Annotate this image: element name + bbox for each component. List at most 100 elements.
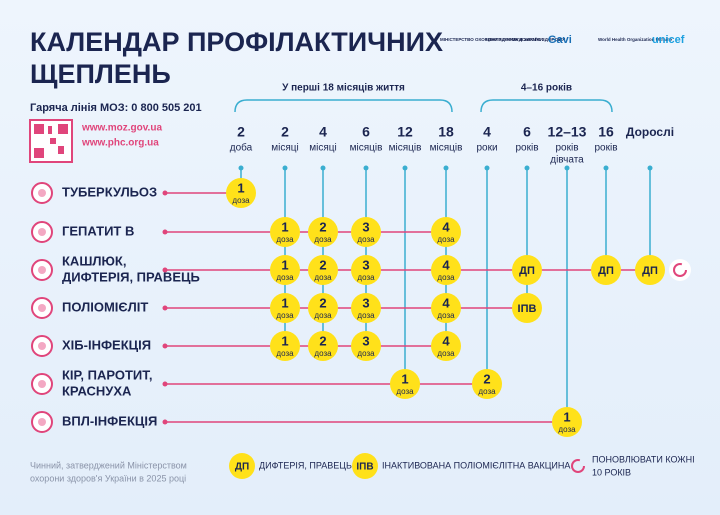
disease-icon-core: [38, 189, 46, 197]
dose-unit: доза: [357, 311, 375, 320]
dose-number: 1: [563, 409, 570, 424]
dose-number: 4: [442, 295, 450, 310]
dose-code: ДП: [642, 265, 658, 277]
dose-number: 3: [362, 219, 369, 234]
column-dot: [320, 165, 326, 171]
column-unit: років: [515, 143, 538, 154]
column-num: 4: [483, 124, 491, 140]
column-unit: місяці: [271, 143, 298, 154]
dose-circle: [512, 255, 542, 285]
column-num: 12: [397, 124, 413, 140]
dose-code: ІПВ: [518, 303, 537, 315]
dose-circle: [351, 255, 381, 285]
disease-name: ТУБЕРКУЛЬОЗ: [62, 184, 157, 199]
dose-circle: [390, 369, 420, 399]
column-dot: [282, 165, 288, 171]
dose-number: 3: [362, 257, 369, 272]
dose-unit: доза: [314, 311, 332, 320]
disease-icon-core: [38, 304, 46, 312]
dose-circle: [635, 255, 665, 285]
dose-number: 3: [362, 333, 369, 348]
legend-circle: [352, 453, 378, 479]
logo-text: МІНІСТЕРСТВО ОХОРОНИ ЗДОРОВ'Я УКРАЇНИ: [440, 36, 543, 42]
dose-circle: [351, 293, 381, 323]
dose-number: 2: [319, 219, 326, 234]
column-dot: [524, 165, 530, 171]
dose-circle: [270, 331, 300, 361]
column-unit: місяців: [389, 143, 422, 154]
dose-unit: доза: [558, 425, 576, 434]
renew-icon: [669, 259, 691, 281]
hotline: Гаряча лінія МОЗ: 0 800 505 201: [30, 102, 202, 114]
dose-number: 2: [319, 333, 326, 348]
dose-number: 1: [281, 257, 288, 272]
dose-unit: доза: [276, 349, 294, 358]
dose-circle: [308, 217, 338, 247]
column-unit: місяців: [350, 143, 383, 154]
column-unit: місяців: [430, 143, 463, 154]
dose-unit: доза: [437, 349, 455, 358]
dose-code: ДП: [598, 265, 614, 277]
dose-circle: [308, 331, 338, 361]
logos: МІНІСТЕРСТВО ОХОРОНИ ЗДОРОВ'Я УКРАЇНИЦЕН…: [440, 34, 685, 46]
dose-circle: [591, 255, 621, 285]
dose-number: 2: [319, 295, 326, 310]
legend-renew: [571, 459, 585, 473]
title: ЩЕПЛЕНЬ: [30, 59, 171, 89]
column-dot: [402, 165, 408, 171]
disease-name: КАШЛЮК,: [62, 253, 126, 268]
dose-number: 1: [281, 333, 288, 348]
legend-text: ДИФТЕРІЯ, ПРАВЕЦЬ: [259, 460, 352, 470]
dose-number: 1: [401, 371, 408, 386]
row-dot: [162, 190, 168, 196]
dose-number: 4: [442, 219, 450, 234]
link[interactable]: www.moz.gov.ua: [81, 123, 162, 134]
column-num: 6: [362, 124, 370, 140]
row-dot: [162, 381, 168, 387]
dose-number: 4: [442, 333, 450, 348]
dose-unit: доза: [357, 235, 375, 244]
column-dot: [603, 165, 609, 171]
legend-text: ІНАКТИВОВАНА ПОЛІОМІЄЛІТНА ВАКЦИНА: [382, 460, 570, 470]
dose-circle: [431, 217, 461, 247]
row-dot: [162, 229, 168, 235]
column-num: 18: [438, 124, 454, 140]
dose-circle: [226, 178, 256, 208]
dose-circle: [472, 369, 502, 399]
dose-circle: [431, 255, 461, 285]
legend-text: ПОНОВЛЮВАТИ КОЖНІ: [592, 454, 695, 464]
disease-icon-core: [38, 380, 46, 388]
disease-name: ХІБ-ІНФЕКЦІЯ: [62, 337, 151, 352]
dose-number: 4: [442, 257, 450, 272]
row-dot: [162, 419, 168, 425]
logo-text: ЦЕНТР ГРОМАДСЬКОГО ЗДОРОВ'Я: [486, 37, 565, 42]
column-num: 2: [237, 124, 245, 140]
column-num: 16: [598, 124, 614, 140]
column-num: 2: [281, 124, 289, 140]
dose-circle: [431, 293, 461, 323]
column-num: Дорослі: [626, 125, 674, 139]
dose-unit: доза: [276, 235, 294, 244]
column-unit: роки: [476, 143, 497, 154]
column-dot: [564, 165, 570, 171]
dose-unit: доза: [357, 273, 375, 282]
dose-circle: [351, 331, 381, 361]
disease-name: ВПЛ-ІНФЕКЦІЯ: [62, 413, 157, 428]
column-dot: [484, 165, 490, 171]
column-note: дівчата: [550, 155, 584, 166]
column-dot: [443, 165, 449, 171]
disease-icon-core: [38, 228, 46, 236]
column-dot: [238, 165, 244, 171]
group-label: У перші 18 місяців життя: [282, 83, 405, 94]
disease-icon-core: [38, 266, 46, 274]
column-unit: років: [555, 143, 578, 154]
disease-name: ДИФТЕРІЯ, ПРАВЕЦЬ: [62, 269, 200, 284]
dose-unit: доза: [276, 311, 294, 320]
link[interactable]: www.phc.org.ua: [81, 138, 159, 149]
column-num: 6: [523, 124, 531, 140]
dose-circle: [308, 255, 338, 285]
legend-key: ІПВ: [356, 462, 373, 473]
dose-unit: доза: [437, 273, 455, 282]
dose-unit: доза: [357, 349, 375, 358]
dose-circle: [270, 255, 300, 285]
